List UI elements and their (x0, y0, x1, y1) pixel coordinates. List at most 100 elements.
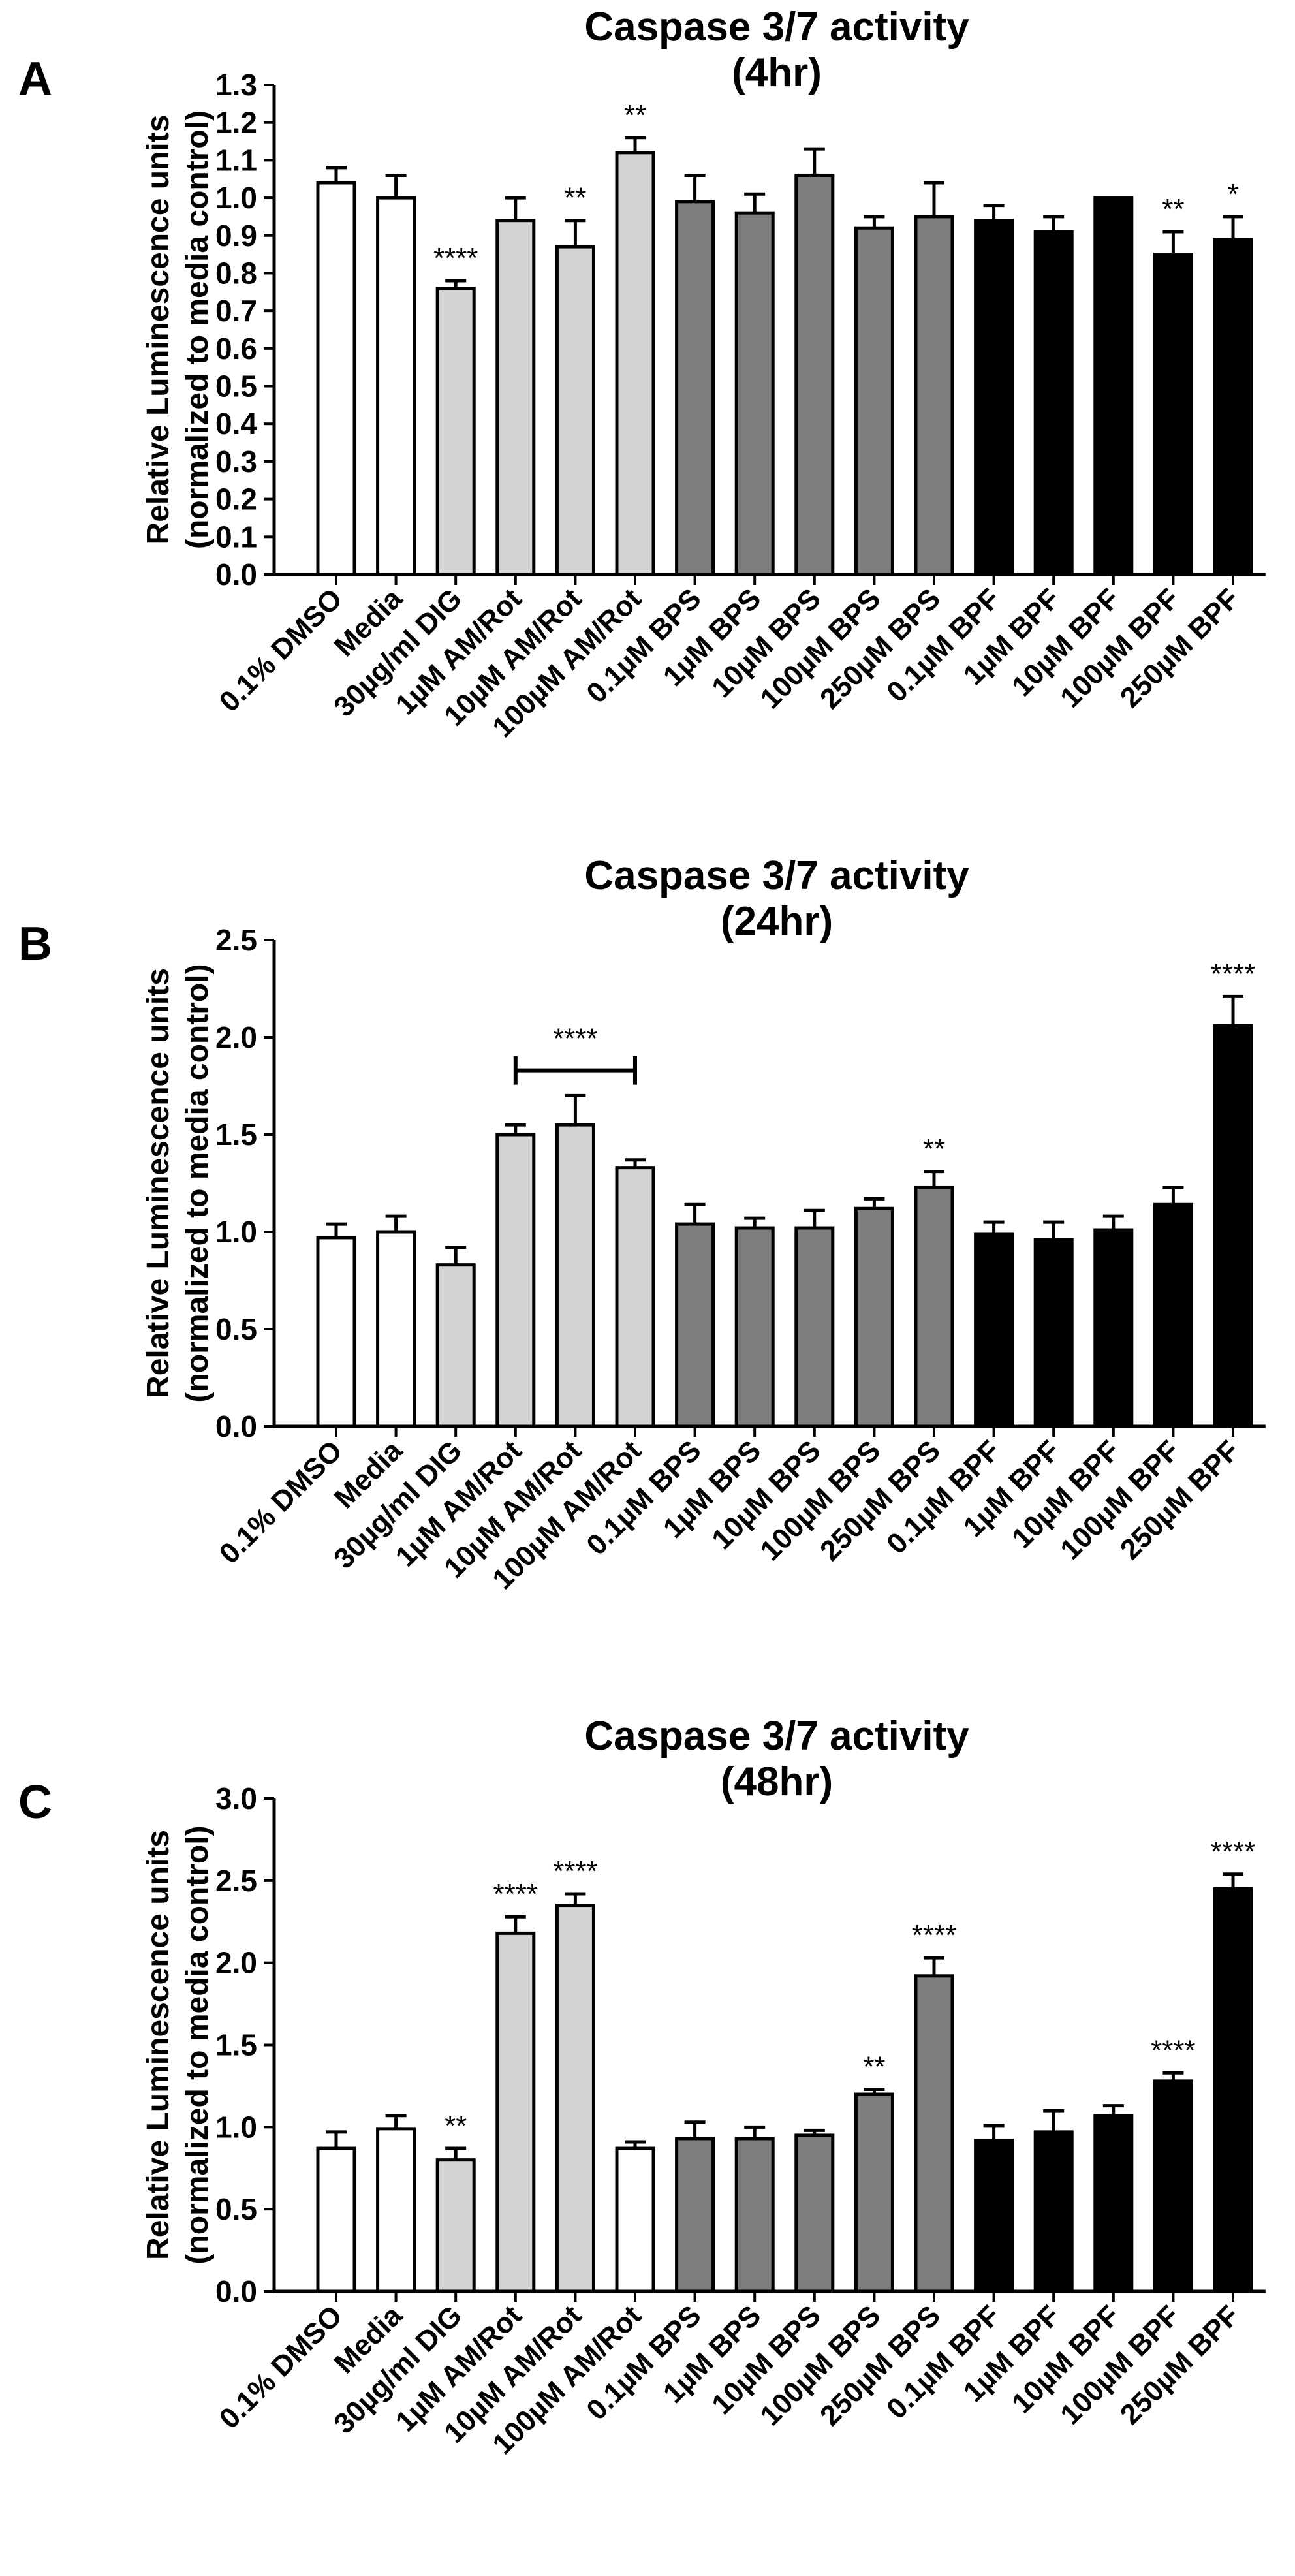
y-axis-label: Relative Luminescence units (141, 115, 176, 545)
bar (615, 2146, 655, 2293)
significance-label: **** (433, 242, 478, 274)
bar (376, 1230, 416, 1428)
bar (914, 215, 954, 576)
y-tick-label: 3.0 (215, 1782, 257, 1815)
panel-letter: A (18, 53, 52, 105)
panel-letter: B (18, 918, 52, 970)
y-tick-label: 1.0 (215, 1215, 257, 1249)
y-tick-label: 1.2 (215, 106, 257, 140)
bar (435, 1263, 476, 1428)
x-tick-label: 0.1% DMSO (213, 582, 349, 718)
bar (1213, 1024, 1253, 1428)
significance-label: ** (564, 182, 586, 214)
y-tick-label: 1.5 (215, 2028, 257, 2062)
x-tick-label: 0.1% DMSO (213, 1434, 349, 1570)
y-axis-label-secondary: (normalized to media control) (180, 964, 215, 1402)
significance-label: **** (493, 1878, 538, 1910)
y-axis-label-secondary: (normalized to media control) (180, 110, 215, 549)
chart-title: Caspase 3/7 activity (584, 853, 969, 898)
y-tick-label: 0.5 (215, 1312, 257, 1346)
bar (1033, 2130, 1074, 2293)
chart-title: Caspase 3/7 activity (584, 1714, 969, 1759)
bar (435, 2158, 476, 2293)
y-tick-label: 1.5 (215, 1118, 257, 1152)
y-tick-label: 2.0 (215, 1946, 257, 1980)
y-tick-label: 0.5 (215, 2192, 257, 2226)
y-axis-label-secondary: (normalized to media control) (180, 1825, 215, 2264)
bar (974, 219, 1014, 576)
bar (495, 1133, 536, 1428)
bar (1033, 230, 1074, 576)
chart-subtitle: (48hr) (721, 1759, 833, 1804)
y-tick-label: 1.0 (215, 181, 257, 215)
y-tick-label: 1.1 (215, 143, 257, 177)
y-tick-label: 2.5 (215, 923, 257, 957)
bar (615, 1166, 655, 1428)
bar (555, 245, 595, 576)
significance-label: **** (912, 1919, 957, 1951)
bar (1213, 1887, 1253, 2293)
chart-panel-b: B Caspase 3/7 activity(24hr) Relative Lumi… (18, 853, 1266, 1595)
significance-label: * (1227, 178, 1238, 210)
significance-label: ** (863, 2050, 885, 2082)
chart-panel-a: A Caspase 3/7 activity(4hr) Relative Lumin… (18, 5, 1266, 744)
bar (1153, 253, 1193, 576)
bar (734, 2137, 775, 2293)
bar (316, 181, 356, 576)
bar (734, 1226, 775, 1428)
bar (555, 1904, 595, 2293)
x-tick-label: 0.1% DMSO (213, 2299, 349, 2435)
bar (794, 173, 835, 576)
significance-label: **** (1151, 2034, 1196, 2066)
y-tick-label: 0.0 (215, 558, 257, 591)
bar (974, 2138, 1014, 2293)
significance-label: **** (1211, 958, 1256, 990)
bar (316, 1236, 356, 1428)
y-tick-label: 0.3 (215, 445, 257, 479)
y-tick-label: 0.4 (215, 407, 257, 441)
bar (675, 1222, 715, 1428)
bar (854, 1206, 894, 1428)
y-tick-label: 2.0 (215, 1020, 257, 1054)
chart-subtitle: (24hr) (721, 899, 833, 944)
bar (794, 2133, 835, 2293)
y-tick-label: 1.0 (215, 2110, 257, 2144)
bar (854, 2092, 894, 2293)
bar (1153, 2079, 1193, 2293)
bar (675, 2137, 715, 2293)
y-tick-label: 0.7 (215, 294, 257, 328)
chart-subtitle: (4hr) (732, 50, 822, 95)
significance-label: **** (553, 1855, 598, 1887)
significance-label: ** (624, 99, 646, 131)
significance-label: **** (1211, 1836, 1256, 1868)
bar (734, 211, 775, 576)
y-tick-label: 0.0 (215, 1409, 257, 1443)
y-tick-label: 0.6 (215, 332, 257, 366)
bar (555, 1123, 595, 1428)
bar (1093, 196, 1134, 576)
bar (854, 226, 894, 576)
y-axis-label: Relative Luminescence units (141, 968, 176, 1398)
bracket-label: **** (553, 1023, 598, 1055)
bar (974, 1232, 1014, 1428)
bar (1093, 2114, 1134, 2293)
y-axis-label: Relative Luminescence units (141, 1830, 176, 2260)
bar (435, 287, 476, 576)
y-tick-label: 0.8 (215, 256, 257, 290)
y-tick-label: 0.5 (215, 369, 257, 403)
y-tick-label: 0.2 (215, 482, 257, 516)
y-tick-label: 1.3 (215, 68, 257, 102)
bar (1213, 238, 1253, 576)
bar (376, 2127, 416, 2293)
bar (794, 1226, 835, 1428)
chart-title: Caspase 3/7 activity (584, 5, 969, 50)
significance-label: ** (1162, 193, 1184, 225)
bar (615, 151, 655, 576)
bar (495, 1931, 536, 2293)
bar (1153, 1202, 1193, 1428)
y-tick-label: 0.1 (215, 520, 257, 554)
bar (675, 200, 715, 576)
significance-label: ** (923, 1133, 945, 1165)
bar (914, 1185, 954, 1428)
